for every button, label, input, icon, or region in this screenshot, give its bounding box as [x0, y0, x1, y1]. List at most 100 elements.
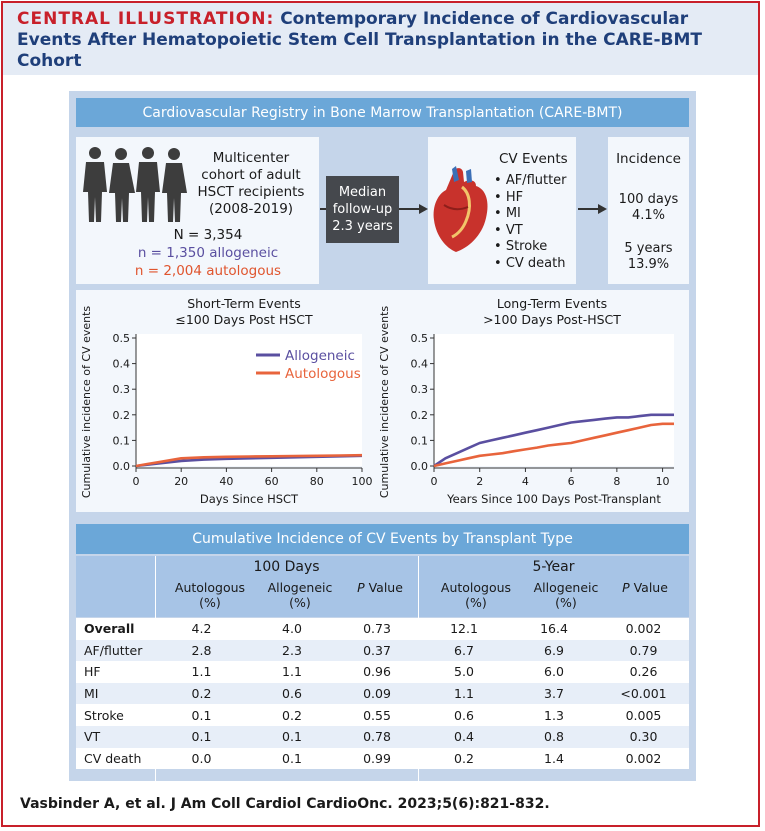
table-cell: 4.2	[155, 618, 248, 640]
incidence-box	[608, 137, 689, 284]
y-axis-label: Cumulative incidence of CV events	[378, 306, 391, 499]
table-cell: 0.1	[155, 704, 248, 726]
x-tick-label: 100	[352, 475, 373, 488]
n-allogeneic: n = 1,350 allogeneic	[137, 245, 279, 261]
table-cell: 2.3	[248, 639, 336, 662]
x-axis-label: Days Since HSCT	[200, 492, 299, 506]
event-item: • Stroke	[494, 239, 548, 254]
chart-title: Long-Term Events	[497, 296, 607, 311]
incidence-title: Incidence	[616, 151, 681, 167]
citation: Vasbinder A, et al. J Am Coll Cardiol Ca…	[20, 796, 550, 812]
row-label: VT	[76, 725, 155, 748]
events-list: • AF/flutter • HF • MI • VT • Stroke • C…	[494, 173, 567, 272]
table-row: Overall 4.2 4.0 0.73 12.1 16.4 0.002	[76, 618, 689, 640]
y-axis-label: Cumulative incidence of CV events	[80, 306, 93, 499]
table-cell: 0.73	[336, 618, 418, 640]
table-cell: 6.7	[418, 639, 510, 662]
table-cell: 0.8	[510, 725, 598, 748]
y-tick-label: 0.2	[411, 409, 429, 422]
incidence-100-label: 100 days	[618, 192, 679, 207]
table-cell: 0.002	[598, 747, 689, 770]
followup-line: Median	[338, 185, 387, 200]
n-autologous: n = 2,004 autologous	[134, 263, 282, 279]
y-tick-label: 0.5	[411, 332, 429, 345]
table-cell: 0.96	[336, 661, 418, 683]
table-cell: 6.9	[510, 639, 598, 662]
x-tick-label: 8	[613, 475, 620, 488]
col-p-5y: P Value	[600, 580, 690, 595]
charts-svg: Short-Term Events≤100 Days Post HSCT0.00…	[80, 296, 674, 506]
col-label: Autologous	[174, 580, 246, 595]
x-tick-label: 10	[656, 475, 670, 488]
event-label: Stroke	[505, 239, 548, 254]
cohort-line: cohort of adult	[201, 167, 301, 183]
y-tick-label: 0.4	[113, 358, 131, 371]
table-cell: 1.1	[248, 661, 336, 683]
col-allogeneic-5y: Allogeneic (%)	[518, 580, 614, 610]
series-line-allogeneic	[433, 413, 674, 468]
table-cell: 0.26	[598, 661, 689, 683]
event-label: HF	[505, 189, 524, 205]
table-cell: 5.0	[418, 661, 510, 683]
col-p-100: P Value	[335, 580, 425, 595]
incidence-table: Overall 4.2 4.0 0.73 12.1 16.4 0.002 AF/flutter…	[76, 618, 689, 770]
cohort-line: HSCT recipients	[197, 184, 305, 200]
table-header	[76, 556, 689, 617]
x-tick-label: 20	[174, 475, 188, 488]
incidence-5y-value: 13.9%	[627, 257, 670, 272]
title-text: Contemporary Incidence of Cardiovascular…	[17, 9, 703, 71]
col-label: Allogeneic	[267, 580, 333, 595]
legend-label: Autologous	[285, 366, 361, 382]
table-cell: 0.37	[336, 639, 418, 662]
table-cell: 0.99	[336, 747, 418, 770]
table-cell: 0.1	[248, 725, 336, 748]
header: CENTRAL ILLUSTRATION: Contemporary Incid…	[3, 3, 758, 75]
cohort-description: Multicenter cohort of adult HSCT recipie…	[196, 150, 306, 218]
row-label: MI	[76, 682, 155, 705]
plot-area	[136, 334, 362, 466]
heart-icon	[433, 166, 488, 252]
table-cell: 0.0	[155, 747, 248, 770]
group-100-days: 100 Days	[253, 559, 320, 575]
chart-subtitle: >100 Days Post-HSCT	[483, 312, 621, 327]
table-cell: 0.2	[155, 682, 248, 705]
x-tick-label: 6	[568, 475, 575, 488]
x-tick-label: 2	[476, 475, 483, 488]
table-cell: 2.8	[155, 639, 248, 662]
registry-banner: Cardiovascular Registry in Bone Marrow T…	[76, 98, 689, 127]
x-tick-label: 40	[219, 475, 233, 488]
table-row: HF 1.1 1.1 0.96 5.0 6.0 0.26	[76, 661, 689, 683]
group-5-year: 5-Year	[532, 559, 575, 575]
row-label: Overall	[76, 618, 155, 640]
x-axis-label: Years Since 100 Days Post-Transplant	[446, 492, 661, 506]
table-cell: 0.1	[248, 747, 336, 770]
event-label: VT	[505, 222, 523, 238]
table-cell: 3.7	[510, 682, 598, 705]
row-label: HF	[76, 661, 155, 683]
col-label: (%)	[465, 595, 487, 610]
x-tick-label: 0	[133, 475, 140, 488]
incidence-100-value: 4.1%	[631, 208, 666, 223]
y-tick-label: 0.3	[411, 383, 429, 396]
event-item: • AF/flutter	[494, 173, 567, 188]
row-label: Stroke	[76, 704, 155, 726]
table-row: VT 0.1 0.1 0.78 0.4 0.8 0.30	[76, 725, 689, 748]
figure-title: CENTRAL ILLUSTRATION: Contemporary Incid…	[17, 9, 747, 72]
table-row: AF/flutter 2.8 2.3 0.37 6.7 6.9 0.79	[76, 639, 689, 662]
legend-label: Allogeneic	[285, 348, 355, 364]
col-label: Autologous	[440, 580, 512, 595]
y-tick-label: 0.5	[113, 332, 131, 345]
x-tick-label: 4	[522, 475, 529, 488]
event-item: • HF	[494, 189, 524, 205]
event-label: CV death	[505, 255, 566, 271]
table-cell: 1.1	[155, 661, 248, 683]
p-italic: P	[622, 580, 630, 595]
table-cell: 0.6	[248, 682, 336, 705]
y-tick-label: 0.0	[113, 460, 131, 473]
table-cell: 0.55	[336, 704, 418, 726]
followup-line: follow-up	[332, 202, 393, 217]
table-cell: 0.30	[598, 725, 689, 748]
col-label: (%)	[289, 595, 311, 610]
table-cell: 0.79	[598, 639, 689, 662]
